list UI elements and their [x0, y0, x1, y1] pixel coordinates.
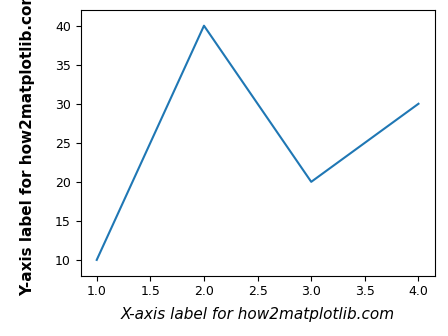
Y-axis label: Y-axis label for how2matplotlib.com: Y-axis label for how2matplotlib.com	[20, 0, 34, 296]
X-axis label: X-axis label for how2matplotlib.com: X-axis label for how2matplotlib.com	[121, 307, 395, 322]
